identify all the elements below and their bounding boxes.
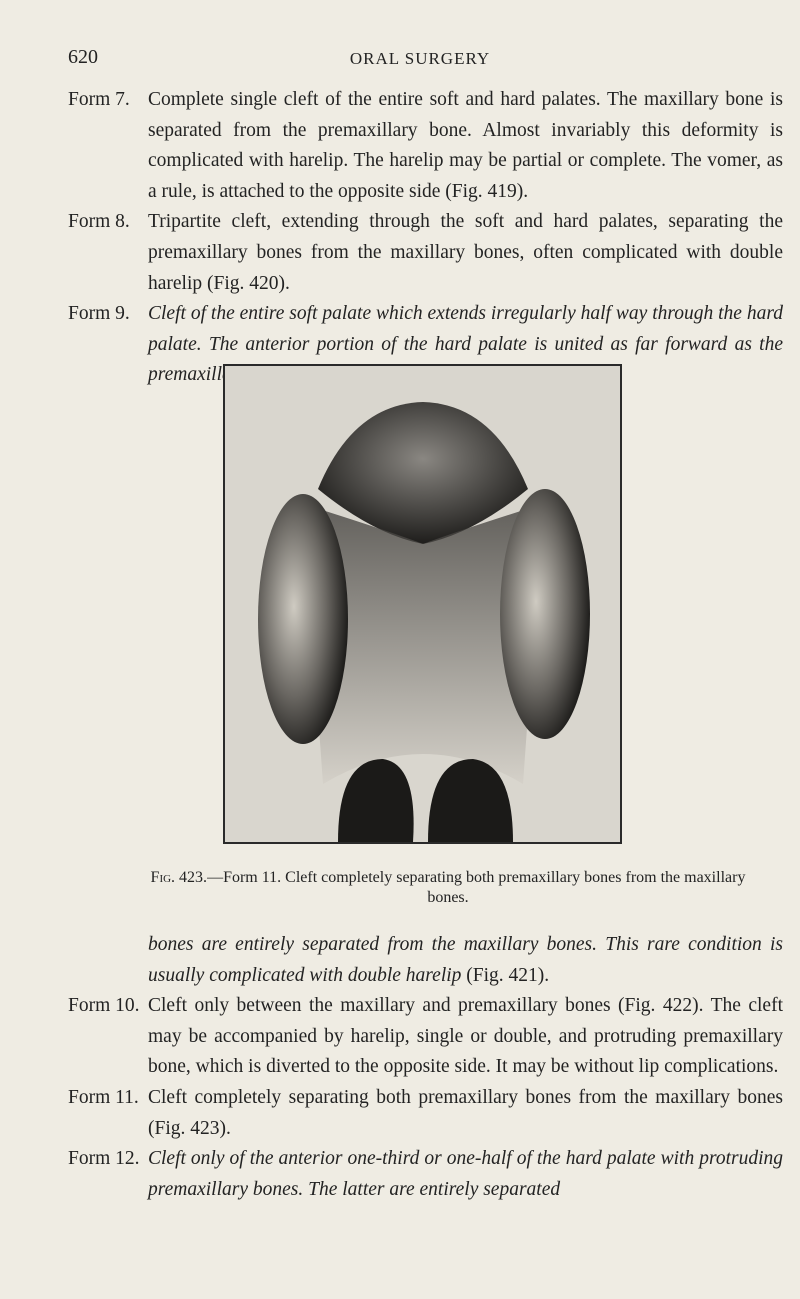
caption-text: —Form 11. Cleft completely separating bo… [207, 869, 746, 906]
form-entry: Form 10. Cleft only between the maxillary… [68, 991, 783, 1083]
figure-caption: Fig. 423.—Form 11. Cleft completely sepa… [148, 868, 748, 908]
form-text: Complete single cleft of the entire soft… [148, 85, 783, 207]
caption-label: Fig. 423. [150, 869, 208, 886]
form-label: Form 9. [68, 303, 130, 325]
text-run: (Fig. 421). [461, 964, 550, 986]
form-text: Cleft of the entire soft palate which ex… [148, 299, 783, 391]
form-text: Cleft completely separating both premaxi… [148, 1083, 783, 1144]
form-label: Form 7. [68, 89, 130, 110]
form-label: Form 12. [68, 1148, 140, 1170]
page-number: 620 [68, 46, 98, 68]
form-label: Form 8. [68, 211, 130, 233]
form-entry: Form 7. Complete single cleft of the enti… [68, 85, 783, 207]
form-text: Cleft only between the maxillary and pre… [148, 991, 783, 1083]
text-run: Cleft completely separating both premaxi… [148, 1086, 783, 1139]
text-run: Cleft of the entire soft palate which ex… [148, 303, 783, 386]
continued-paragraph: bones are entirely separated from the ma… [68, 930, 783, 991]
form-text: Tripartite cleft, extending through the … [148, 207, 783, 299]
form-entry: Form 12. Cleft only of the anterior one-t… [68, 1144, 783, 1205]
text-block: Form 7. Complete single cleft of the enti… [68, 85, 783, 391]
text-block: bones are entirely separated from the ma… [68, 930, 783, 1205]
form-label: Form 10. [68, 995, 140, 1017]
form-entry: Form 11. Cleft completely separating both… [68, 1083, 783, 1144]
text-run: bones are entirely separated from the ma… [148, 934, 783, 986]
text-run: Complete single cleft of the entire soft… [148, 89, 783, 202]
text-run: Cleft only of the anterior one-third or … [148, 1148, 783, 1200]
text-run: Cleft only between the maxillary and pre… [148, 995, 783, 1078]
form-entry: Form 9. Cleft of the entire soft palate w… [68, 299, 783, 391]
form-text: Cleft only of the anterior one-third or … [148, 1144, 783, 1205]
text-run: Tripartite cleft, extending through the … [148, 211, 783, 294]
form-entry: Form 8. Tripartite cleft, extending throu… [68, 207, 783, 299]
running-head: ORAL SURGERY [349, 49, 491, 68]
form-label: Form 11. [68, 1086, 139, 1108]
figure [223, 364, 622, 844]
